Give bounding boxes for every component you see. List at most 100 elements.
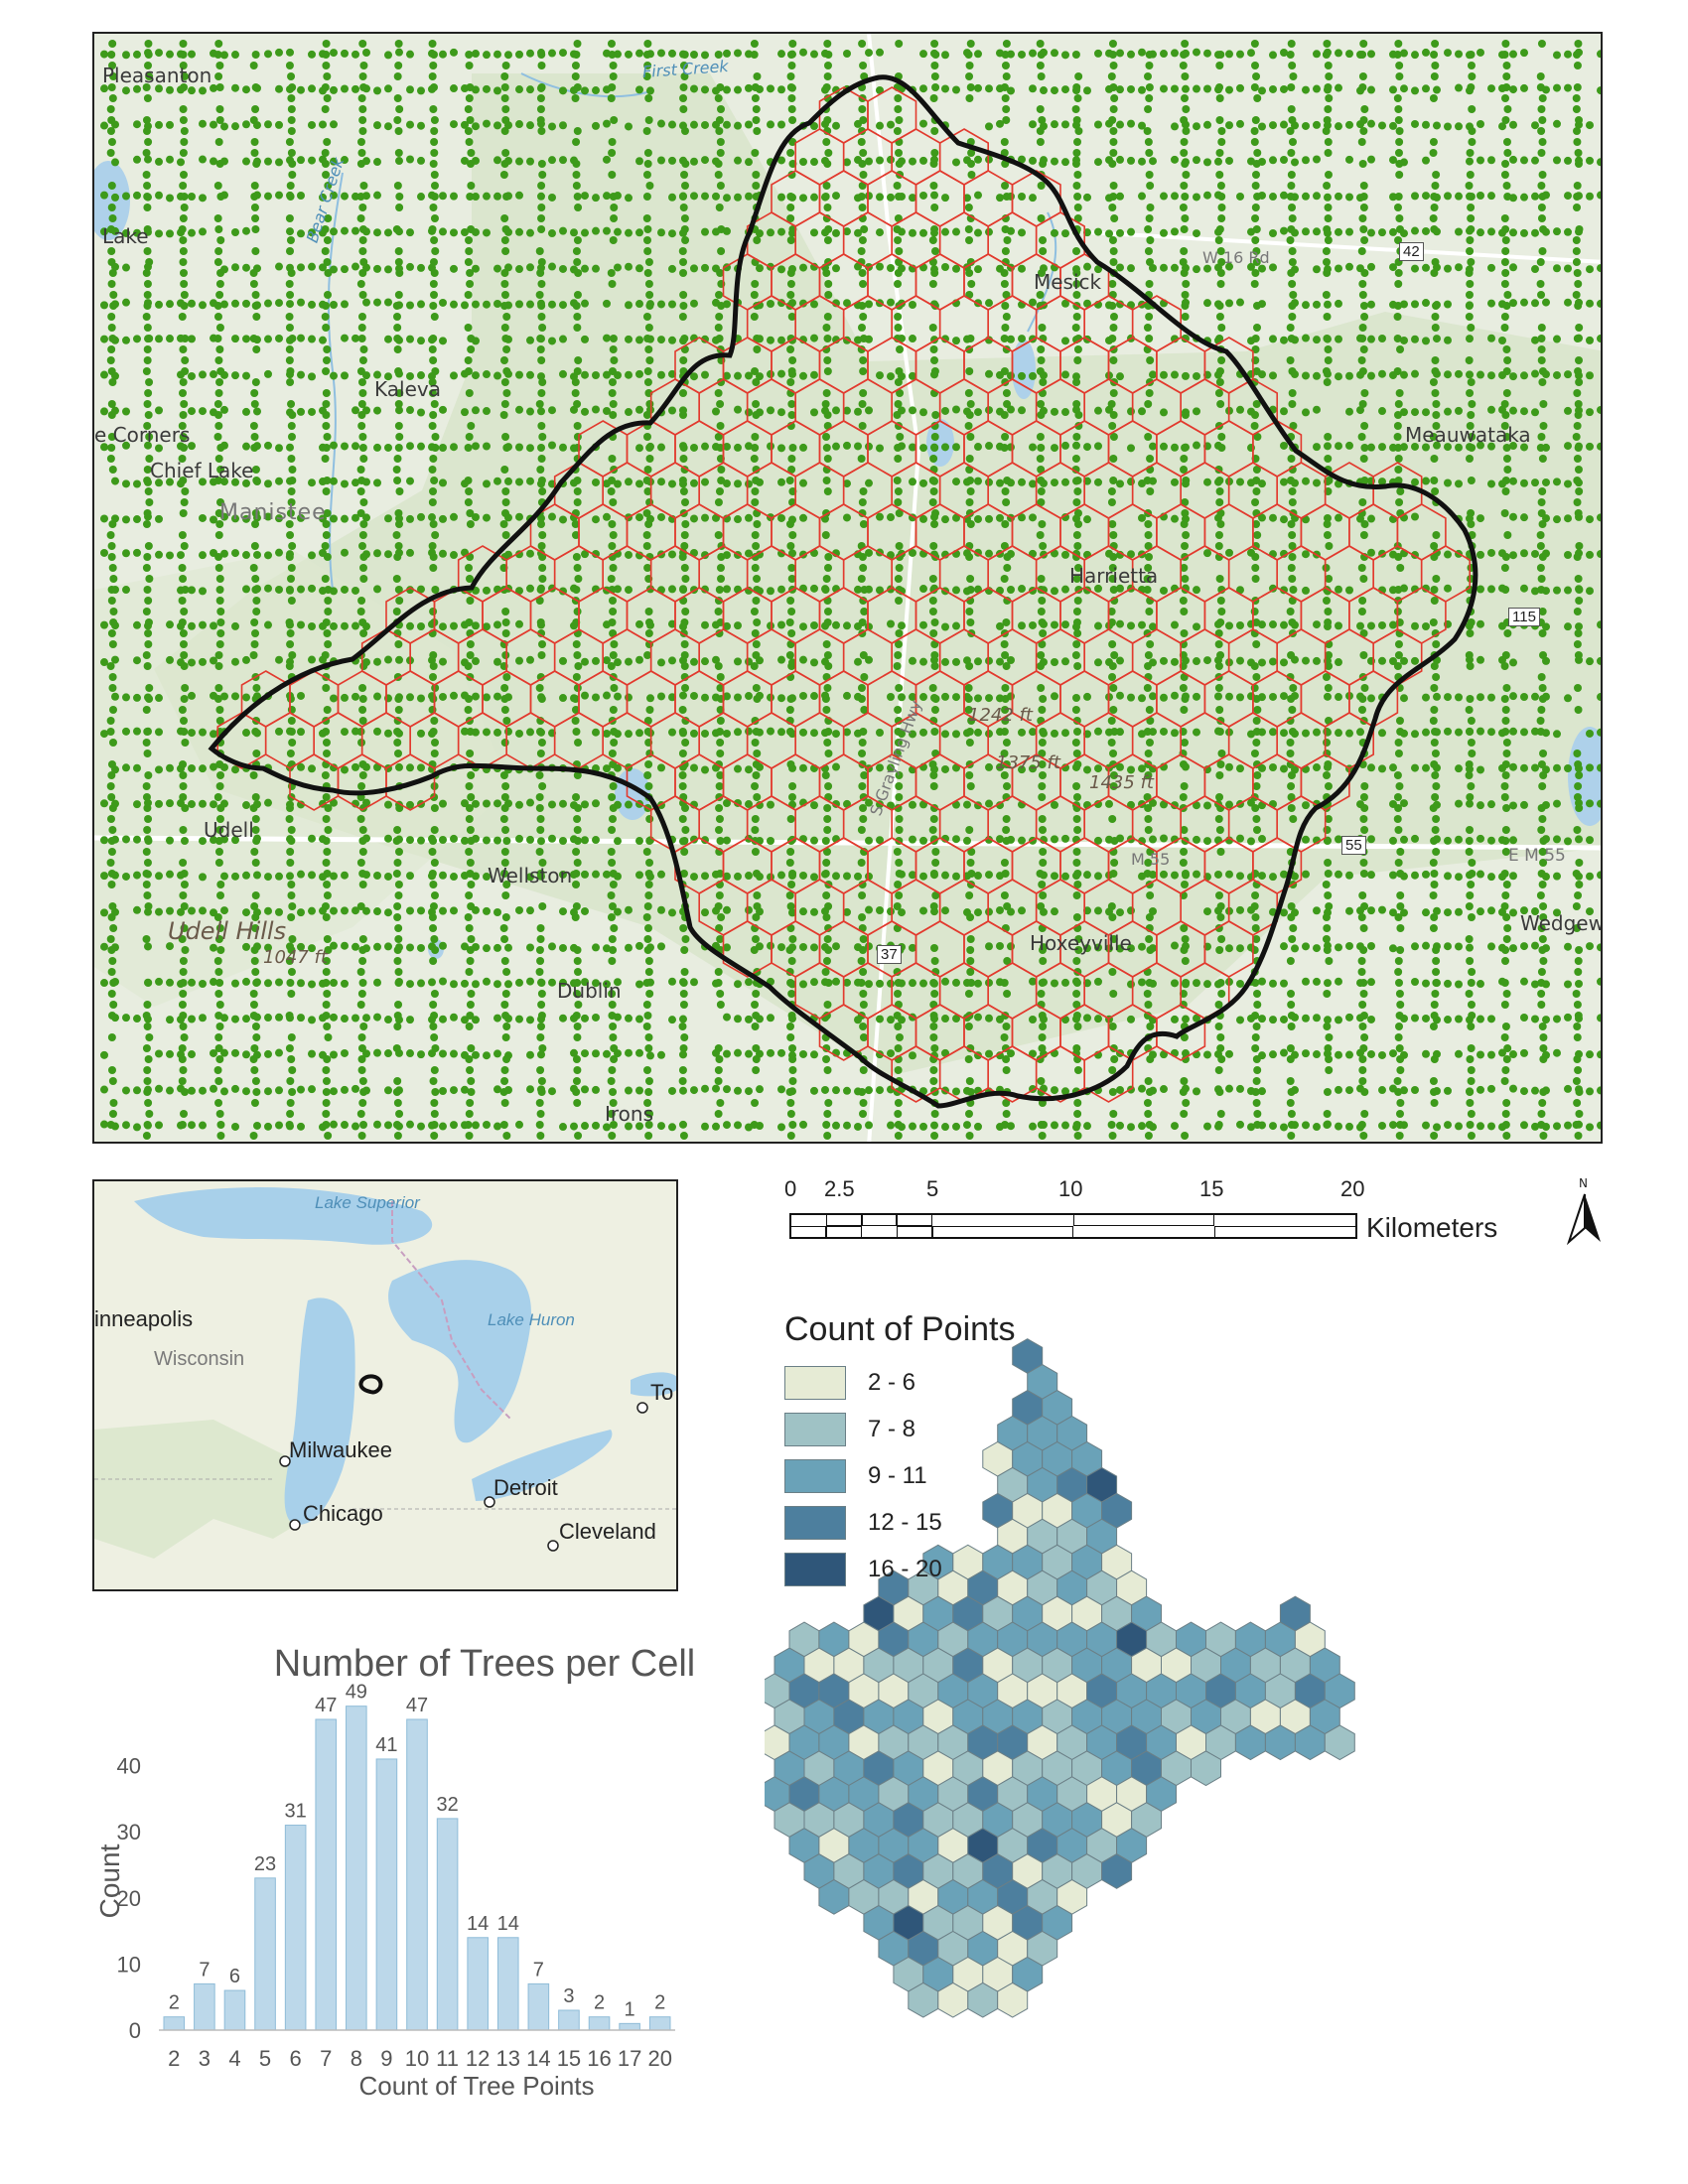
tree-point <box>644 324 653 332</box>
tree-point <box>394 291 403 299</box>
tree-point <box>1144 1110 1153 1118</box>
tree-point <box>1429 138 1438 146</box>
tree-point <box>242 263 250 272</box>
tree-point <box>264 551 272 560</box>
tree-point <box>608 520 617 528</box>
tree-point <box>635 444 643 453</box>
tree-point <box>1359 924 1368 932</box>
tree-point <box>893 477 902 484</box>
tree-point <box>1553 227 1561 236</box>
tree-point <box>319 548 327 557</box>
tree-point <box>1116 85 1124 94</box>
tree-point <box>854 442 862 451</box>
tree-point <box>996 84 1004 93</box>
main-map[interactable]: Pleasanton Lake Kaleva e Corners Chief L… <box>92 32 1603 1144</box>
tree-point <box>179 793 188 801</box>
tree-point <box>242 226 250 235</box>
tree-point <box>788 356 797 364</box>
tree-point <box>323 345 332 353</box>
tree-point <box>1360 105 1369 113</box>
tree-point <box>715 291 724 299</box>
tree-point <box>1400 443 1408 452</box>
tree-point <box>499 356 508 364</box>
tree-point <box>985 369 993 378</box>
tree-point <box>220 549 228 558</box>
tree-point <box>1215 171 1224 179</box>
tree-point <box>573 651 582 659</box>
tree-point <box>1001 433 1010 441</box>
tree-point <box>574 1132 583 1140</box>
tree-point <box>1037 990 1046 998</box>
tree-point <box>643 1099 652 1107</box>
tree-point <box>100 335 108 343</box>
tree-point <box>1487 299 1495 308</box>
tree-point <box>1145 706 1154 714</box>
tree-point <box>1553 83 1561 92</box>
tree-point <box>143 1001 152 1009</box>
tree-point <box>1575 406 1583 415</box>
tree-point <box>1359 870 1368 878</box>
tree-point <box>1564 514 1572 523</box>
tree-point <box>930 1044 939 1052</box>
tree-point <box>142 149 151 157</box>
tree-point <box>643 160 652 168</box>
tree-point <box>1286 608 1295 615</box>
tree-point <box>895 782 904 790</box>
tree-point <box>1466 122 1474 131</box>
tree-point <box>752 990 761 998</box>
tree-point <box>1538 116 1547 124</box>
tree-point <box>1432 422 1441 430</box>
tree-point <box>571 389 580 397</box>
tree-point <box>1144 1132 1153 1140</box>
tree-point <box>1252 258 1261 266</box>
tree-point <box>1520 83 1528 92</box>
tree-point <box>1107 608 1116 615</box>
tree-point <box>417 512 425 521</box>
tree-point <box>250 902 259 910</box>
tree-point <box>1394 968 1403 976</box>
tree-point <box>1538 455 1547 463</box>
tree-point <box>679 302 688 310</box>
tree-point <box>287 127 296 135</box>
tree-point <box>179 116 188 124</box>
tree-point <box>668 336 676 344</box>
tree-point <box>1477 48 1484 57</box>
tree-point <box>1358 1077 1367 1085</box>
tree-point <box>107 247 116 255</box>
tree-point <box>466 509 475 517</box>
tree-point <box>220 157 228 166</box>
tree-point <box>417 263 425 272</box>
tree-point <box>1538 1023 1547 1030</box>
tree-point <box>1597 405 1601 414</box>
tree-point <box>679 990 688 998</box>
tree-point <box>286 629 295 637</box>
tree-point <box>1536 564 1545 572</box>
tree-point <box>681 608 690 615</box>
tree-point <box>537 356 546 364</box>
tree-point <box>573 313 582 321</box>
tree-point <box>857 957 866 965</box>
tree-point <box>1181 1132 1190 1140</box>
tree-point <box>537 182 546 190</box>
tree-point <box>644 760 653 768</box>
tree-point <box>1360 520 1369 528</box>
tree-point <box>1465 935 1474 943</box>
tree-point <box>786 902 795 910</box>
tree-point <box>786 345 795 353</box>
tree-point <box>1467 477 1476 484</box>
tree-point <box>179 258 188 266</box>
tree-point <box>1509 406 1517 415</box>
tree-point <box>287 105 296 113</box>
tree-point <box>107 51 116 59</box>
tree-point <box>712 264 720 273</box>
tree-point <box>362 550 370 559</box>
tree-point <box>1029 84 1037 93</box>
tree-point <box>609 400 618 408</box>
tree-point <box>1358 1001 1367 1009</box>
tree-point <box>1411 369 1419 378</box>
tree-point <box>501 782 510 790</box>
tree-point <box>526 407 534 416</box>
tree-point <box>180 280 189 288</box>
tree-point <box>1002 1066 1011 1074</box>
tree-point <box>1429 891 1438 899</box>
